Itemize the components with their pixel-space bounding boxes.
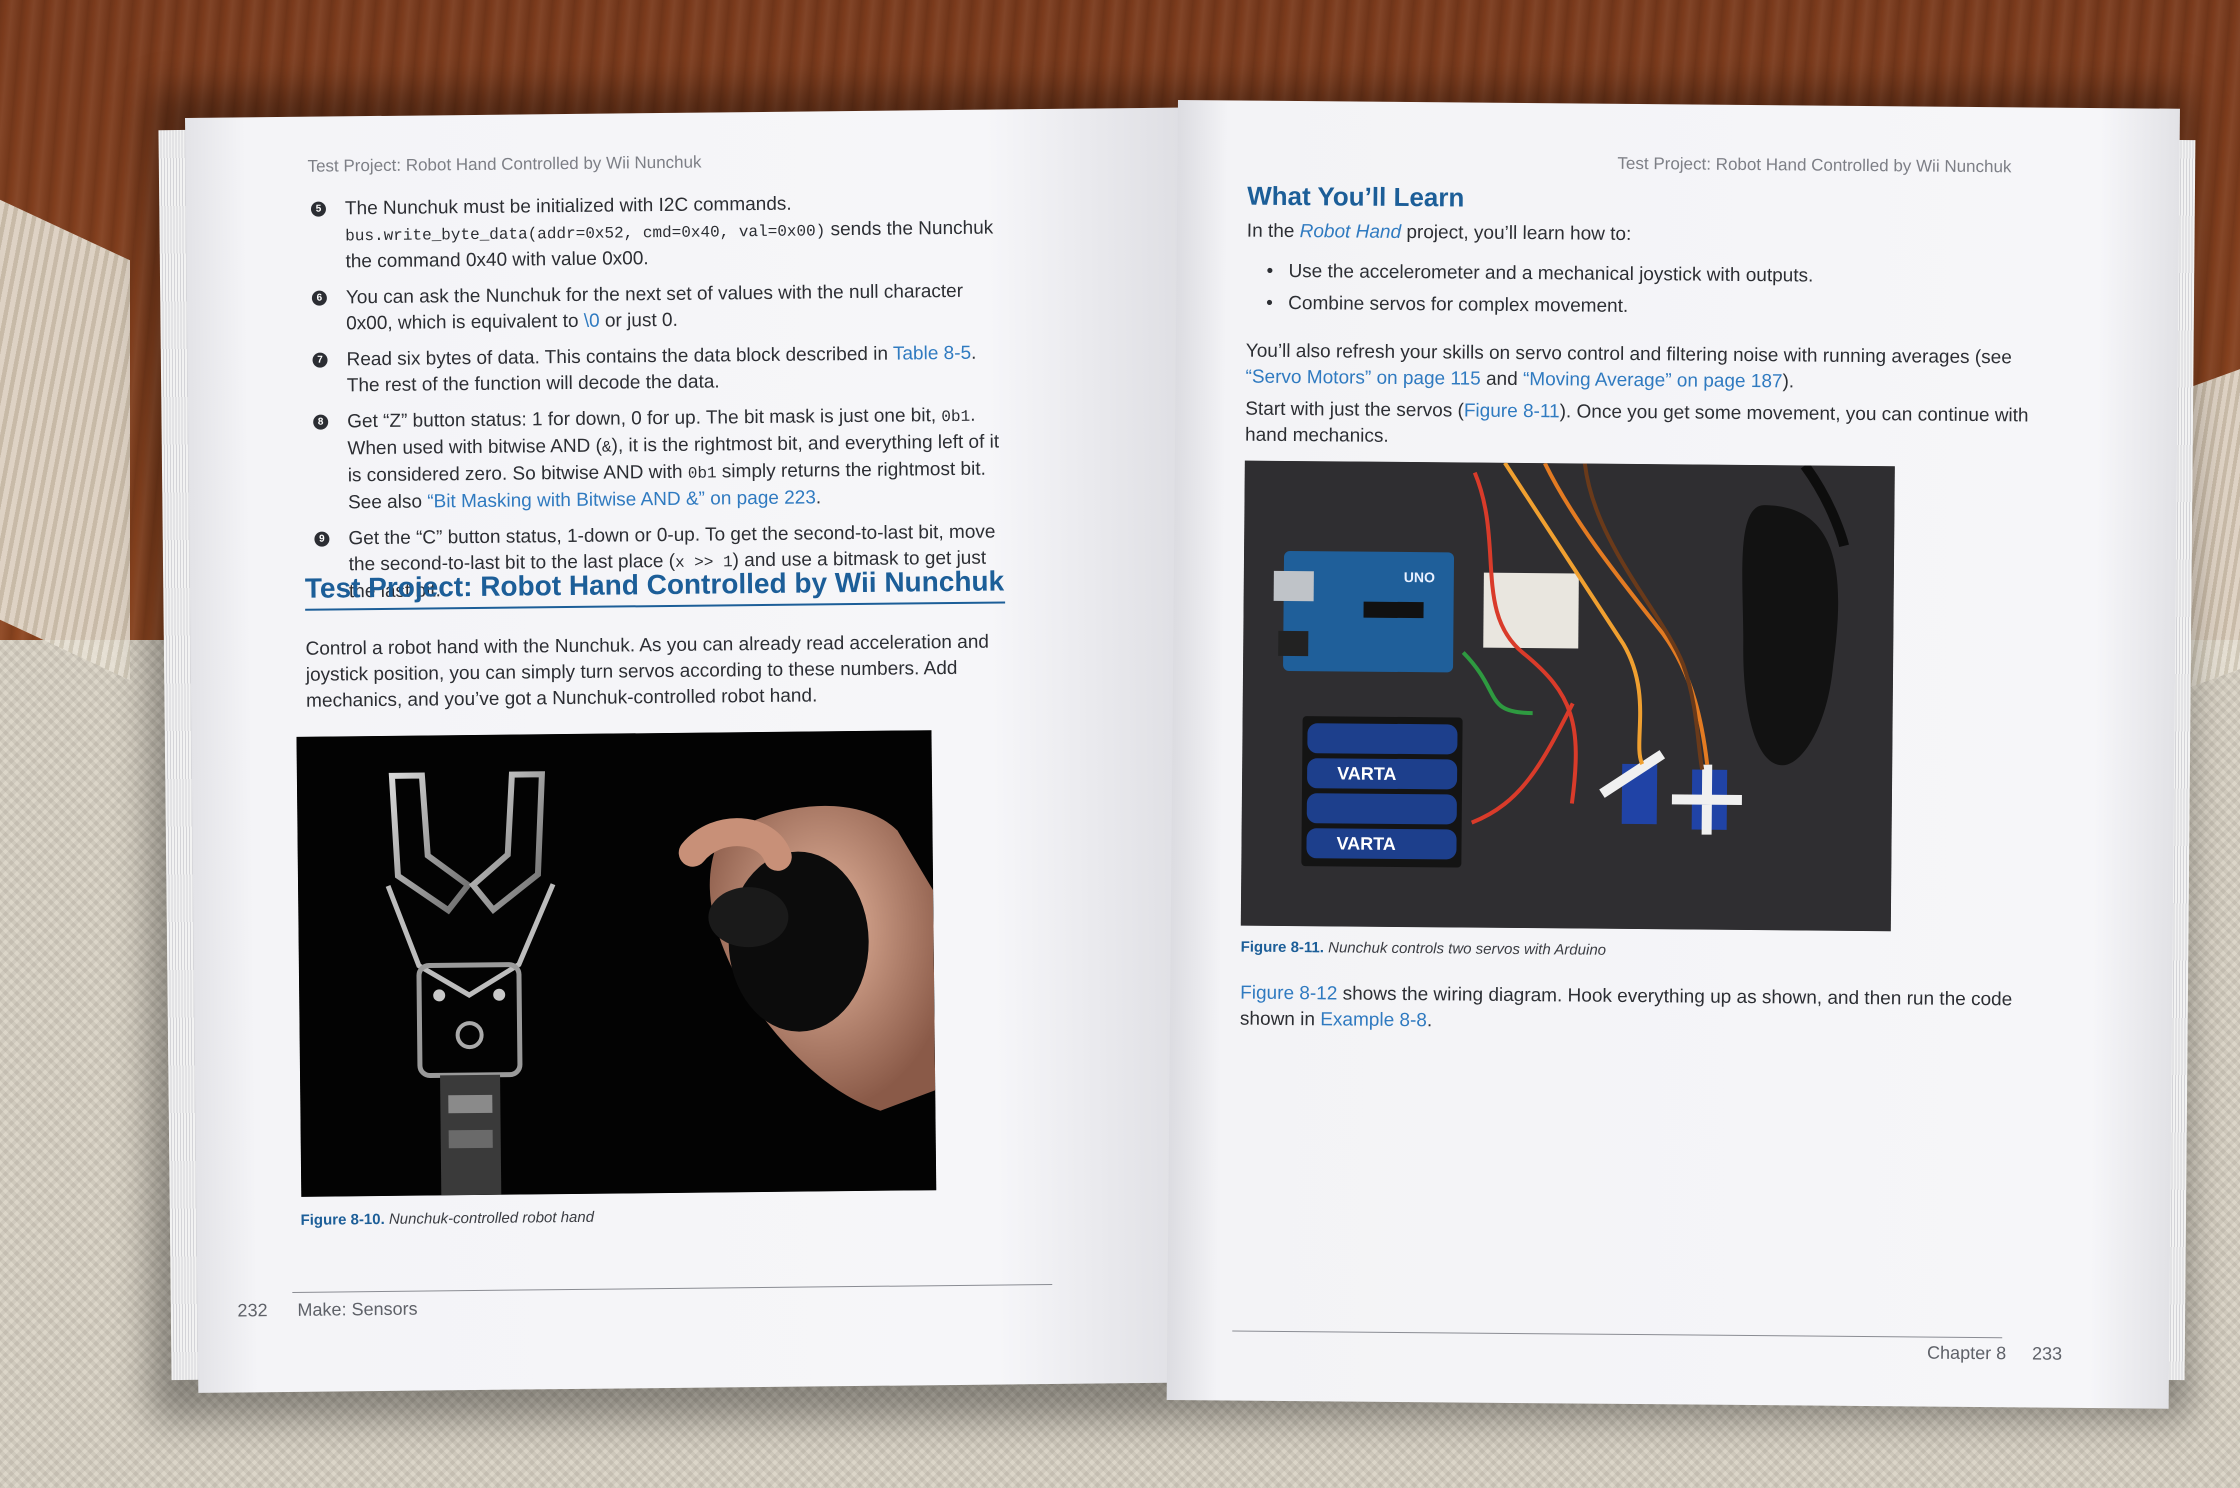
section-body: Control a robot hand with the Nunchuk. A… [305,631,990,712]
learn-bullet-item: Use the accelerometer and a mechanical j… [1266,259,2086,292]
wiring-paragraph: Figure 8-12 shows the wiring diagram. Ho… [1240,981,2060,1040]
text-run: or just 0. [599,309,678,332]
cross-reference-link[interactable]: Figure 8-12 [1240,982,1338,1005]
callout-number-icon: 6 [311,290,327,306]
cross-reference-link[interactable]: Figure 8-11 [1463,400,1560,423]
text-run: You’ll also refresh your skills on servo… [1245,340,2012,369]
inline-code: & [601,438,612,457]
callout-list: 5 The Nunchuk must be initialized with I2… [310,189,1015,615]
callout-item: 8 Get “Z” button status: 1 for down, 0 fo… [313,402,1014,516]
text-run: Read six bytes of data. This contains th… [346,343,894,371]
callout-item: 7 Read six bytes of data. This contains t… [312,340,1013,399]
cross-reference-link[interactable]: Example 8-8 [1320,1009,1428,1032]
inline-code: 0b1 [687,464,717,483]
text-run: ). [1782,371,1795,393]
text-run: and [1480,368,1524,391]
text-run: The Nunchuk must be initialized with I2C… [344,193,792,220]
callout-number-icon: 7 [312,352,328,368]
running-header-left: Test Project: Robot Hand Controlled by W… [307,152,702,176]
left-page: Test Project: Robot Hand Controlled by W… [185,107,1199,1393]
learn-intro: In the Robot Hand project, you’ll learn … [1247,219,2097,252]
robot-hand-illustration [296,730,937,1197]
text-run: . [1426,1010,1433,1032]
arduino-servo-photo: UNO VARTA VARTA [1240,460,1895,932]
inline-code: bus.write_byte_data(addr=0x52, cmd=0x40,… [345,222,826,246]
running-header-right: Test Project: Robot Hand Controlled by W… [1617,153,2012,177]
callout-item: 6 You can ask the Nunchuk for the next se… [311,278,1013,337]
figure-caption-text: Nunchuk-controlled robot hand [388,1208,595,1228]
book-title-footer: Make: Sensors [297,1298,418,1320]
cross-reference-link[interactable]: \0 [583,310,600,332]
inline-code: 0b1 [941,407,971,427]
start-paragraph: Start with just the servos (Figure 8-11)… [1245,397,2045,456]
learn-bullet-item: Combine servos for complex movement. [1266,291,2086,324]
figure-8-10-caption: Figure 8-10. Nunchuk-controlled robot ha… [300,1209,594,1229]
callout-number-icon: 5 [310,201,327,217]
robot-hand-photo [296,730,937,1197]
cross-reference-link[interactable]: Table 8-5 [892,342,972,365]
learn-title: What You’ll Learn [1247,180,1465,213]
arduino-illustration: UNO VARTA VARTA [1240,460,1895,932]
page-number-left: 232 [237,1300,268,1321]
text-run: . [815,487,822,509]
text-run: Start with just the servos ( [1245,398,1464,422]
cross-reference-link[interactable]: “Bit Masking with Bitwise AND &” on page… [427,487,816,513]
callout-number-icon: 8 [313,414,329,430]
learn-intro-after: project, you’ll learn how to: [1400,221,1632,245]
battery-brand-label-2: VARTA [1336,833,1396,854]
battery-pack: VARTA VARTA [1301,716,1463,868]
callout-number-icon: 9 [314,531,330,547]
text-run: Get “Z” button status: 1 for down, 0 for… [347,405,942,433]
footer-rule-right [1232,1330,2003,1339]
refresh-paragraph: You’ll also refresh your skills on servo… [1245,339,2045,398]
callout-item: 5 The Nunchuk must be initialized with I2… [310,189,1012,275]
cross-reference-link[interactable]: “Servo Motors” on page 115 [1245,366,1481,390]
battery-brand-label: VARTA [1337,763,1397,784]
footer-rule-left [292,1283,1053,1293]
figure-caption-text-right: Nunchuk controls two servos with Arduino [1328,939,1607,959]
chapter-label: Chapter 8 [1927,1342,2007,1364]
learn-bullets: Use the accelerometer and a mechanical j… [1266,259,2087,330]
rug-fringe-left [0,199,130,681]
section-title: Test Project: Robot Hand Controlled by W… [304,565,1006,611]
figure-label-right: Figure 8-11. [1240,938,1325,957]
learn-intro-before: In the [1246,220,1300,243]
figure-8-11-caption: Figure 8-11. Nunchuk controls two servos… [1241,939,1607,959]
right-page: Test Project: Robot Hand Controlled by W… [1166,100,2180,1409]
robot-hand-link[interactable]: Robot Hand [1299,221,1402,243]
board-brand-label: UNO [1404,569,1435,585]
page-number-right: 233 [2032,1343,2063,1364]
figure-label: Figure 8-10. [300,1210,385,1229]
cross-reference-link[interactable]: “Moving Average” on page 187 [1522,369,1783,393]
